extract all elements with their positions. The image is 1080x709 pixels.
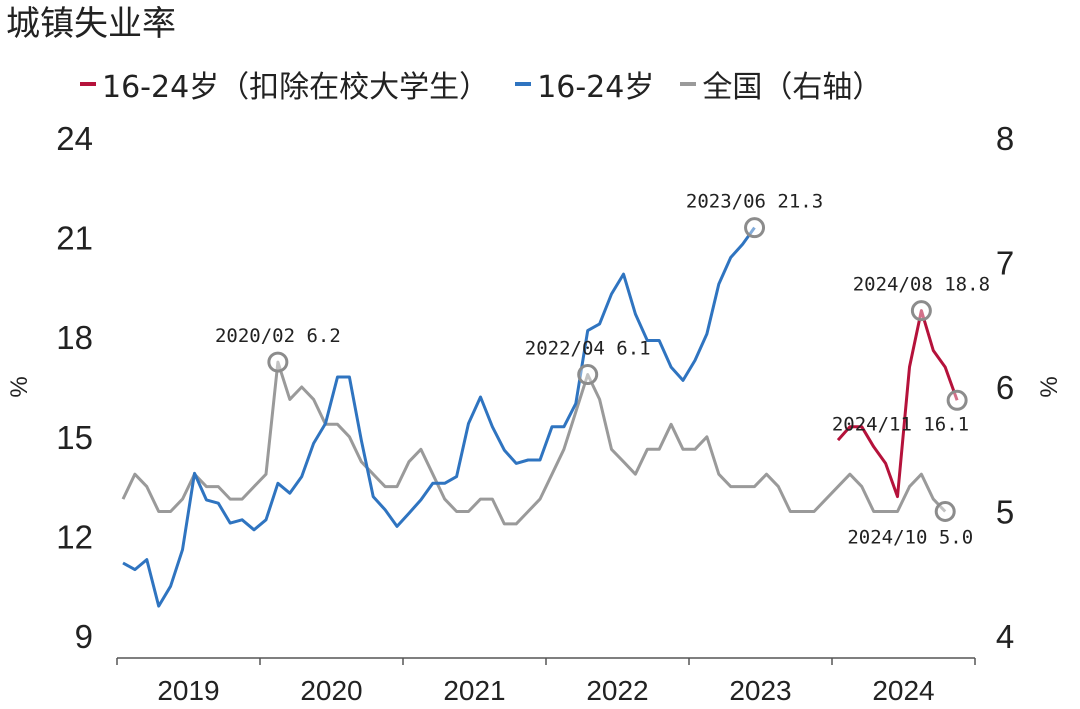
series-line-youth-excl-students [836,309,959,499]
y-left-tick-label: 21 [56,220,93,257]
annotation-label: 2024/08 18.8 [853,274,990,296]
annotation-label: 2024/11 16.1 [832,413,969,435]
annotation-marker [946,389,968,411]
y-left-tick-label: 24 [56,120,93,157]
y-left-axis-label: % [6,376,33,397]
y-right-tick-label: 7 [996,245,1014,282]
annotation-marker [910,300,932,322]
series-line-youth [122,226,756,608]
annotation-label: 2023/06 21.3 [686,191,823,213]
annotation-label: 2022/04 6.1 [525,338,651,360]
x-tick-label: 2019 [157,675,219,706]
series-line-national [121,360,947,526]
legend-item-national: 全国（右轴） [680,62,882,106]
legend-swatch-blue [515,82,532,86]
legend-item-youth: 16-24岁 [515,62,654,106]
y-right-axis-label: % [1036,376,1063,397]
annotation-marker [267,351,289,373]
legend-swatch-gray [680,82,697,86]
legend-item-youth-excl-students: 16-24岁（扣除在校大学生） [80,62,489,106]
x-tick-label: 2020 [300,675,362,706]
x-tick-label: 2024 [872,675,934,706]
annotation-marker [934,501,956,522]
legend-swatch-red [80,82,96,86]
y-left-tick-label: 15 [56,419,93,456]
y-right-tick-label: 5 [996,494,1014,531]
legend-label: 全国（右轴） [702,70,883,105]
annotation-label: 2020/02 6.2 [215,325,341,347]
y-left-tick-label: 9 [75,618,93,655]
y-left-tick-label: 18 [56,319,93,356]
x-tick-label: 2021 [443,675,505,706]
y-right-tick-label: 6 [996,369,1014,406]
legend: 16-24岁（扣除在校大学生） 16-24岁 全国（右轴） [80,62,908,106]
y-right-tick-label: 4 [996,618,1014,655]
x-tick-label: 2023 [729,675,791,706]
legend-label: 16-24岁（扣除在校大学生） [102,70,490,105]
chart-title: 城镇失业率 [6,4,176,44]
annotation-marker [577,364,599,386]
legend-label: 16-24岁 [537,70,655,105]
y-right-tick-label: 8 [996,120,1014,157]
annotation-marker [744,217,766,239]
y-left-tick-label: 12 [56,518,93,555]
annotation-label: 2024/10 5.0 [847,527,973,549]
x-tick-label: 2022 [586,675,648,706]
